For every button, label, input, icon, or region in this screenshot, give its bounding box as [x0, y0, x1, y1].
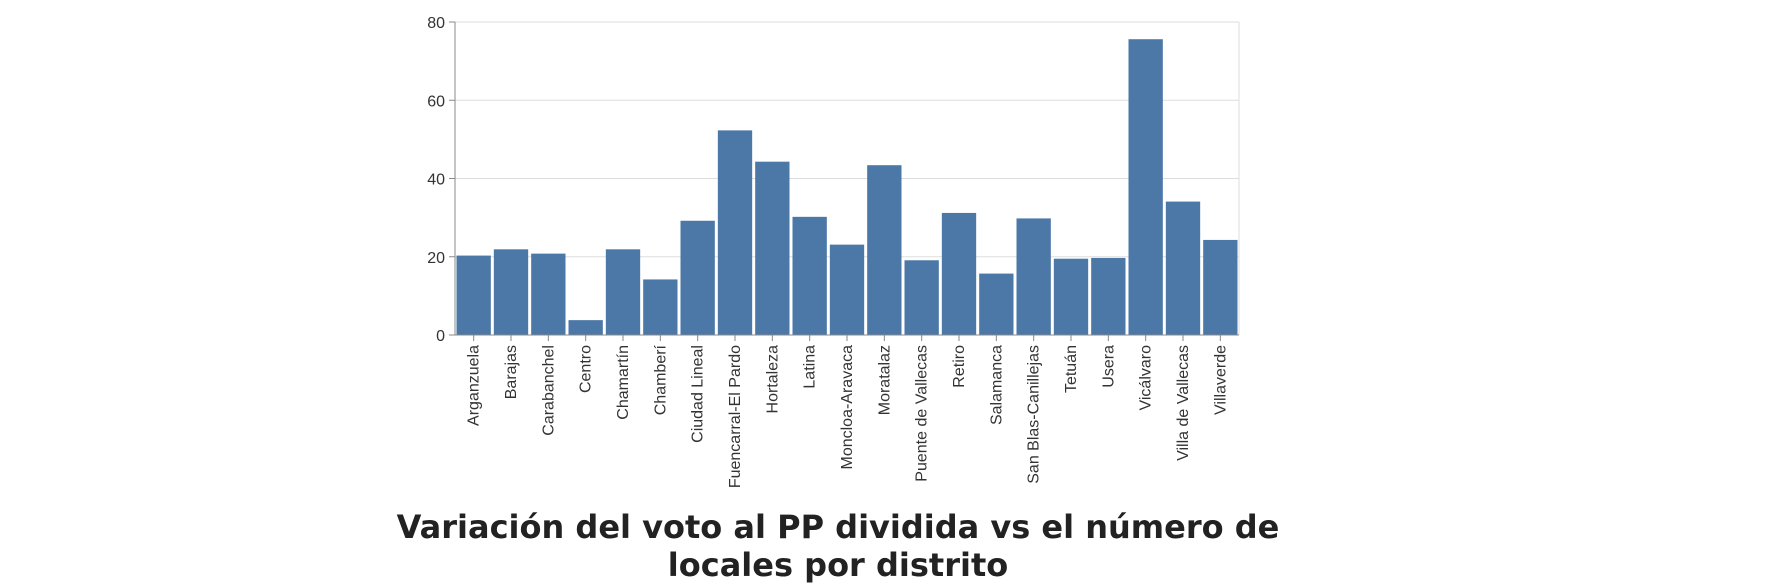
x-tick-label: Usera [1100, 345, 1117, 388]
x-tick-labels: Arganzuela Barajas Carabanchel Centro Chamar… [466, 344, 1230, 488]
x-tick-label: Moratalaz [876, 345, 893, 415]
x-tick-label: Salamanca [988, 345, 1005, 425]
x-tick-label: Villa de Vallecas [1175, 345, 1192, 461]
bar [941, 212, 977, 335]
bar [1016, 218, 1051, 335]
x-tick-label: Villaverde [1212, 345, 1229, 415]
y-tick-label: 80 [427, 15, 445, 32]
bar [717, 130, 753, 335]
chart-title: Variación del voto al PP dividida vs el … [396, 508, 1280, 584]
x-tick-label: Tetuán [1063, 345, 1080, 393]
x-tick-label: Hortaleza [764, 345, 781, 414]
bar [867, 165, 902, 335]
x-tick-label: Carabanchel [540, 345, 557, 436]
bar [1053, 258, 1089, 335]
bar [829, 244, 865, 335]
x-tick-label: Vicálvaro [1138, 345, 1155, 411]
x-tick-label: Centro [578, 345, 595, 393]
y-tick-labels: 0 20 40 60 80 [427, 15, 445, 345]
bar [1128, 39, 1163, 336]
bar [456, 255, 491, 335]
bars [456, 39, 1238, 336]
bar [904, 260, 939, 335]
x-tick-label: Chamartín [615, 345, 632, 420]
y-tick-label: 20 [427, 250, 445, 267]
bar [680, 220, 715, 335]
axes [454, 22, 1239, 336]
x-tick-label: Arganzuela [466, 345, 483, 426]
bar [792, 216, 827, 335]
x-tick-label: Barajas [503, 345, 520, 399]
x-tick-label: Ciudad Lineal [690, 345, 707, 443]
y-tick-label: 0 [436, 328, 445, 345]
x-tick-label: Latina [802, 345, 819, 389]
bar [1091, 257, 1126, 335]
x-tick-label: Retiro [951, 345, 968, 388]
bar [1165, 201, 1201, 335]
bar [605, 249, 641, 335]
x-tick-label: Fuencarral-El Pardo [727, 345, 744, 488]
bar [493, 249, 529, 335]
bar [531, 253, 566, 335]
y-tick-label: 40 [427, 172, 445, 189]
x-tick-label: Moncloa-Aravaca [839, 345, 856, 470]
bar [755, 161, 790, 335]
x-tick-label: Puente de Vallecas [914, 345, 931, 482]
y-tick-label: 60 [427, 93, 445, 110]
bar [1203, 239, 1238, 335]
x-tick-label: San Blas-Canillejas [1026, 345, 1043, 484]
bar [643, 279, 678, 335]
bar [568, 320, 603, 335]
bar [979, 273, 1014, 335]
x-tick-label: Chamberí [652, 344, 669, 415]
